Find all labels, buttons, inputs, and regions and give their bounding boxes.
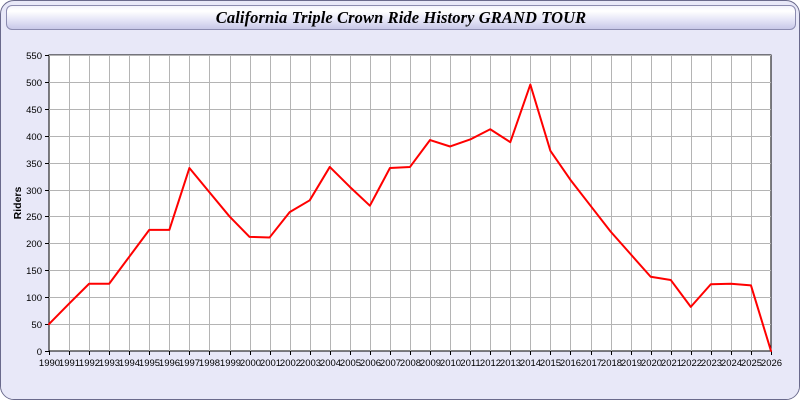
x-tick-label: 1993 [99,358,120,369]
x-tick-label: 2002 [280,358,301,369]
x-tick-label: 2005 [340,358,361,369]
y-tick-label: 50 [31,320,42,331]
x-tick-label: 2025 [741,358,762,369]
y-tick-label: 250 [26,212,42,223]
x-tick-label: 2012 [480,358,501,369]
x-tick-label: 1996 [159,358,180,369]
series-line-riders [48,83,772,352]
x-tick-label: 1997 [179,358,200,369]
x-tick-label: 2019 [621,358,642,369]
x-tick-label: 2021 [661,358,682,369]
x-tick-label: 1995 [139,358,160,369]
x-tick-label: 2013 [500,358,521,369]
x-tick-label: 2011 [460,358,480,369]
x-tick-label: 2008 [400,358,421,369]
y-tick-label: 450 [26,105,42,116]
y-axis-ticks: 0 50 100 150 200 250 300 350 400 450 500 550 [26,51,49,358]
x-tick-label: 2001 [260,358,281,369]
x-tick-label: 2024 [721,358,742,369]
y-tick-label: 400 [26,132,42,143]
x-tick-label: 2006 [360,358,381,369]
y-tick-label: 550 [26,51,42,62]
y-tick-label: 100 [26,293,42,304]
x-tick-label: 2016 [560,358,581,369]
x-tick-label: 1992 [79,358,100,369]
x-tick-label: 2000 [240,358,261,369]
y-tick-label: 150 [26,266,42,277]
x-tick-label: 2014 [520,358,541,369]
x-tick-label: 2022 [681,358,702,369]
y-tick-label: 300 [26,186,42,197]
x-tick-label: 2007 [380,358,401,369]
x-tick-label: 1990 [39,358,60,369]
title-bar: California Triple Crown Ride History GRA… [6,5,796,30]
x-tick-label: 2009 [420,358,441,369]
y-tick-label: 200 [26,239,42,250]
x-tick-label: 2017 [581,358,602,369]
x-tick-label: 2015 [540,358,561,369]
x-tick-label: 1991 [59,358,80,369]
x-tick-label: 2003 [300,358,321,369]
x-tick-label: 2023 [701,358,722,369]
x-tick-label: 2026 [761,358,782,369]
x-tick-label: 1999 [220,358,241,369]
x-tick-label: 2018 [601,358,622,369]
x-tick-label: 1998 [199,358,220,369]
y-axis-label: Riders [12,187,24,220]
y-tick-label: 500 [26,78,42,89]
x-tick-label: 2004 [320,358,341,369]
x-tick-label: 1994 [119,358,140,369]
y-tick-label: 350 [26,159,42,170]
plot-area: 0 50 100 150 200 250 300 350 400 450 500 550 1990 19… [1,33,799,399]
page-title: California Triple Crown Ride History GRA… [215,7,587,27]
x-tick-label: 2020 [641,358,662,369]
grid-lines [49,55,771,351]
y-tick-label: 0 [37,347,42,358]
x-tick-label: 2010 [440,358,461,369]
